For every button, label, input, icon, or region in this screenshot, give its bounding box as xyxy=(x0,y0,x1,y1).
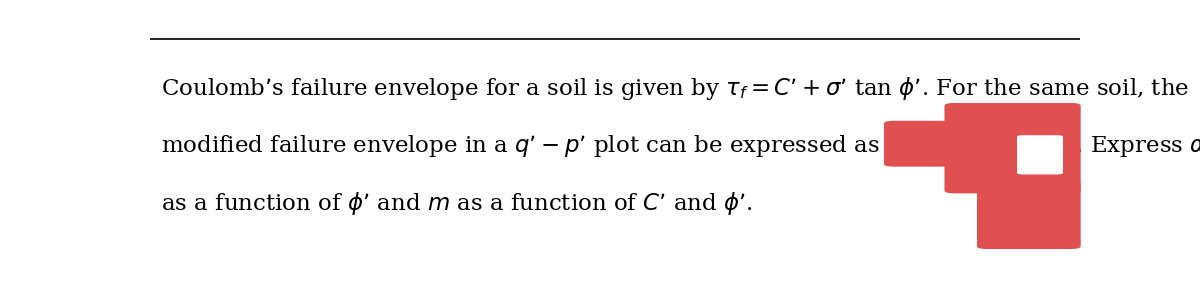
Text: as a function of $\phi’$ and $m$ as a function of $C’$ and $\phi’$.: as a function of $\phi’$ and $m$ as a fu… xyxy=(161,190,754,217)
FancyBboxPatch shape xyxy=(946,104,1080,193)
Text: Coulomb’s failure envelope for a soil is given by $\tau_f = C’ + \sigma’$ tan $\: Coulomb’s failure envelope for a soil is… xyxy=(161,75,1189,102)
FancyBboxPatch shape xyxy=(884,121,973,166)
Text: modified failure envelope in a $q’ - p’$ plot can be expressed as $q’ = m + p’$ : modified failure envelope in a $q’ - p’$… xyxy=(161,133,1200,159)
FancyBboxPatch shape xyxy=(1018,136,1062,174)
FancyBboxPatch shape xyxy=(978,181,1080,248)
